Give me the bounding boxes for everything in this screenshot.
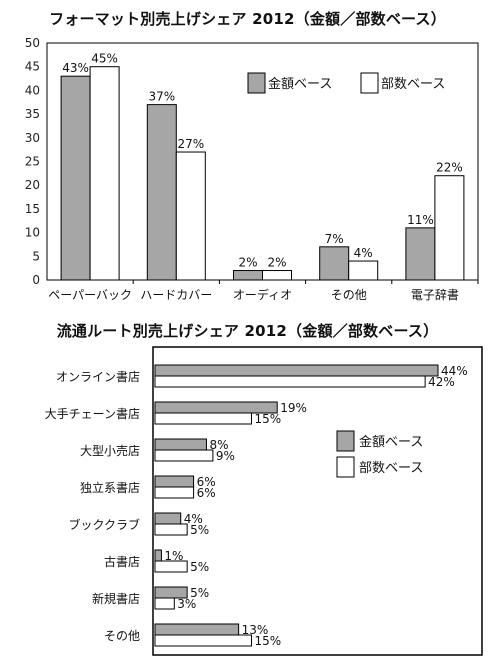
category-label: ペーパーバック — [48, 288, 132, 302]
data-label: 43% — [62, 61, 89, 75]
data-label: 11% — [407, 213, 434, 227]
y-tick-label: 15 — [25, 202, 40, 216]
category-label: 電子辞書 — [411, 287, 459, 302]
data-label: 9% — [216, 449, 235, 463]
data-label: 5% — [190, 523, 209, 537]
bar — [348, 260, 379, 281]
bar — [154, 375, 426, 388]
legend-swatch — [247, 72, 266, 94]
bar — [154, 634, 252, 647]
bar — [146, 104, 177, 281]
category-label: その他 — [104, 629, 140, 643]
data-label: 1% — [164, 549, 183, 563]
y-tick-label: 20 — [25, 178, 40, 192]
data-label: 6% — [197, 486, 216, 500]
data-label: 22% — [436, 161, 463, 175]
category-label: オンライン書店 — [56, 370, 140, 384]
data-label: 44% — [441, 364, 468, 378]
category-label: 大手チェーン書店 — [45, 407, 140, 421]
bar — [154, 623, 240, 636]
data-label: 13% — [242, 623, 269, 637]
bar — [434, 175, 465, 281]
bar — [154, 486, 195, 499]
y-tick-label: 50 — [25, 36, 40, 50]
category-label: オーディオ — [233, 287, 292, 302]
bar — [154, 560, 188, 573]
bar — [154, 438, 207, 451]
bar — [405, 227, 436, 281]
data-label: 5% — [190, 586, 209, 600]
data-label: 7% — [325, 232, 344, 246]
data-label: 2% — [267, 256, 286, 270]
data-label: 4% — [354, 246, 373, 260]
data-label: 27% — [177, 137, 204, 151]
bar — [154, 523, 188, 536]
legend-swatch — [336, 456, 355, 478]
category-label: ハードカバー — [140, 288, 212, 302]
data-label: 45% — [91, 52, 118, 66]
category-label: 独立系書店 — [80, 480, 140, 495]
bar — [154, 364, 439, 377]
bar — [154, 475, 195, 488]
data-label: 37% — [148, 90, 175, 104]
y-tick-label: 10 — [25, 226, 40, 240]
legend-label: 金額ベース — [359, 434, 423, 450]
legend-label: 部数ベース — [381, 77, 445, 92]
category-label: 古書店 — [104, 554, 140, 569]
legend-swatch — [360, 72, 379, 94]
data-label: 5% — [190, 560, 209, 574]
data-label: 42% — [428, 375, 455, 389]
legend-label: 金額ベース — [268, 76, 332, 92]
y-tick-label: 45 — [25, 60, 40, 74]
data-label: 8% — [209, 438, 228, 452]
chart-title-format: フォーマット別売上げシェア 2012（金額／部数ベース） — [49, 10, 446, 28]
data-label: 6% — [197, 475, 216, 489]
y-tick-label: 5 — [32, 249, 40, 263]
legend-swatch — [336, 430, 355, 452]
data-label: 19% — [280, 401, 307, 415]
data-label: 2% — [238, 256, 257, 270]
y-tick-label: 25 — [25, 155, 40, 169]
bar — [262, 270, 292, 281]
bar — [319, 246, 350, 281]
y-tick-label: 40 — [25, 83, 40, 97]
category-label: 大型小売店 — [80, 443, 140, 458]
y-tick-label: 30 — [25, 131, 40, 145]
legend-label: 部数ベース — [359, 461, 423, 476]
bar — [154, 549, 162, 562]
plot-frame — [152, 346, 483, 656]
data-label: 4% — [184, 512, 203, 526]
bar — [233, 270, 263, 281]
data-label: 3% — [177, 597, 196, 611]
bar — [60, 75, 91, 281]
bar — [175, 151, 206, 281]
bar — [89, 66, 120, 281]
y-tick-label: 35 — [25, 107, 40, 121]
data-label: 15% — [254, 634, 281, 648]
bar — [154, 412, 252, 425]
chart-title-channel: 流通ルート別売上げシェア 2012（金額／部数ベース） — [56, 322, 439, 340]
category-label: ブッククラブ — [68, 517, 140, 532]
data-label: 15% — [254, 412, 281, 426]
bar — [154, 597, 175, 610]
category-label: 新規書店 — [92, 591, 140, 606]
category-label: その他 — [331, 288, 367, 302]
y-tick-label: 0 — [32, 273, 40, 287]
bar — [154, 449, 214, 462]
bar — [154, 512, 182, 525]
